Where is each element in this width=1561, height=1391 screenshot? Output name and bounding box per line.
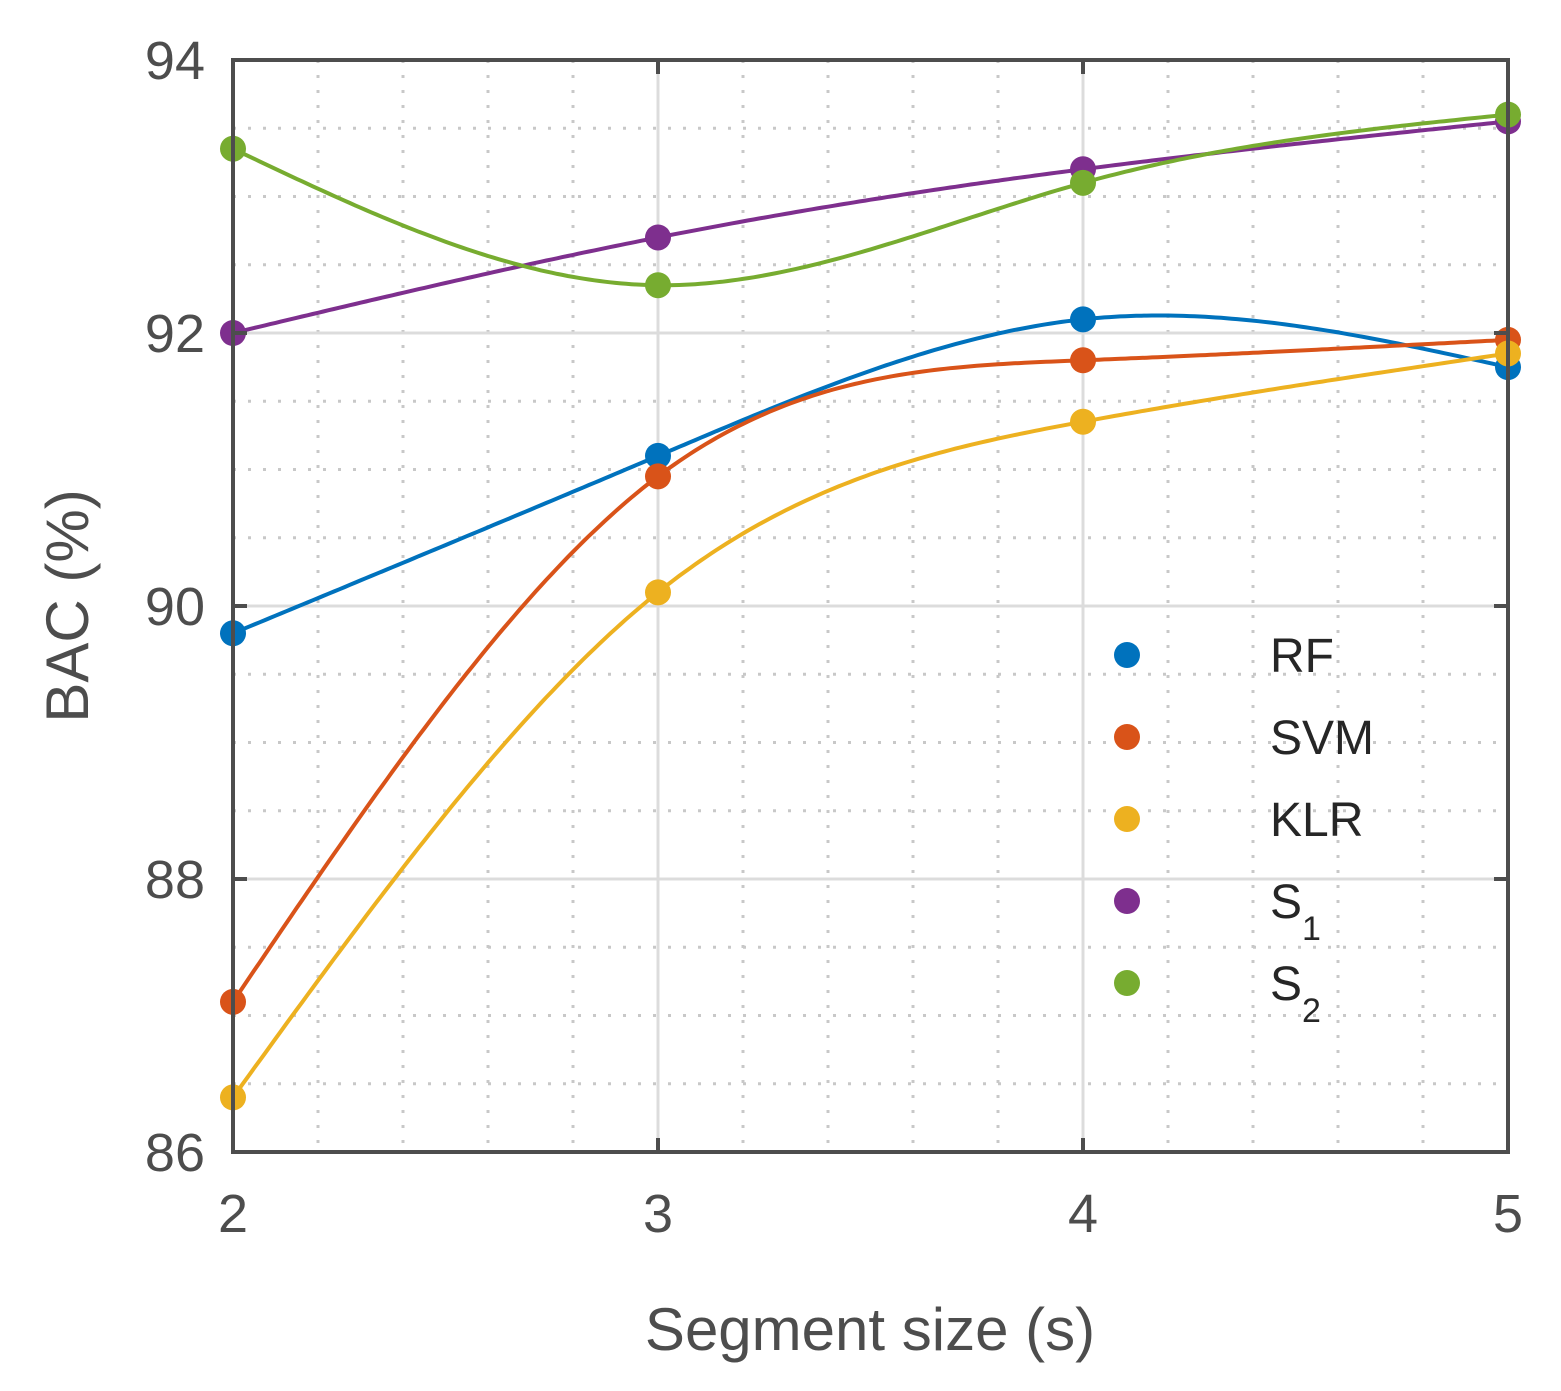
legend-marker-s2 xyxy=(1114,970,1140,996)
axis-ticks xyxy=(231,58,1510,1154)
data-point-klr xyxy=(645,579,671,606)
series-line-svm xyxy=(231,337,1509,1004)
data-point-svm xyxy=(645,463,671,490)
y-tick-label: 94 xyxy=(145,31,205,91)
data-point-klr xyxy=(1070,408,1096,435)
legend-label-svm: SVM xyxy=(1270,712,1374,765)
data-point-svm xyxy=(1070,347,1096,374)
legend-marker-klr xyxy=(1114,806,1140,832)
x-tick-label: 3 xyxy=(643,1184,673,1244)
x-tick-label: 2 xyxy=(218,1184,248,1244)
series-line-klr xyxy=(231,351,1509,1099)
legend-label-rf: RF xyxy=(1270,630,1334,683)
data-point-rf xyxy=(1070,306,1096,333)
legend-subscript: 1 xyxy=(1302,910,1321,948)
legend-marker-svm xyxy=(1114,724,1140,750)
data-point-rf xyxy=(645,442,671,469)
data-point-s1 xyxy=(645,224,671,251)
x-axis-title: Segment size (s) xyxy=(645,1296,1095,1363)
y-tick-label: 90 xyxy=(145,577,205,637)
y-tick-label: 86 xyxy=(145,1123,205,1183)
y-tick-label: 88 xyxy=(145,850,205,910)
y-axis-title: BAC (%) xyxy=(34,489,101,722)
series-curves xyxy=(231,112,1509,1099)
data-point-s2 xyxy=(645,272,671,299)
legend-marker-s1 xyxy=(1114,888,1140,914)
y-tick-labels: 86 88 90 92 94 xyxy=(145,31,205,1183)
series-line-rf xyxy=(232,313,1509,636)
x-tick-labels: 2 3 4 5 xyxy=(218,1184,1523,1244)
legend-marker-rf xyxy=(1114,642,1140,668)
x-tick-label: 4 xyxy=(1068,1184,1098,1244)
series-line-s1 xyxy=(232,119,1509,335)
y-tick-label: 92 xyxy=(145,304,205,364)
data-point-s2 xyxy=(1070,169,1096,196)
minor-grid xyxy=(233,60,1508,1152)
series-line-s2 xyxy=(232,112,1509,288)
x-tick-label: 5 xyxy=(1493,1184,1523,1244)
legend-label-klr: KLR xyxy=(1270,794,1363,847)
legend-subscript: 2 xyxy=(1302,992,1321,1030)
